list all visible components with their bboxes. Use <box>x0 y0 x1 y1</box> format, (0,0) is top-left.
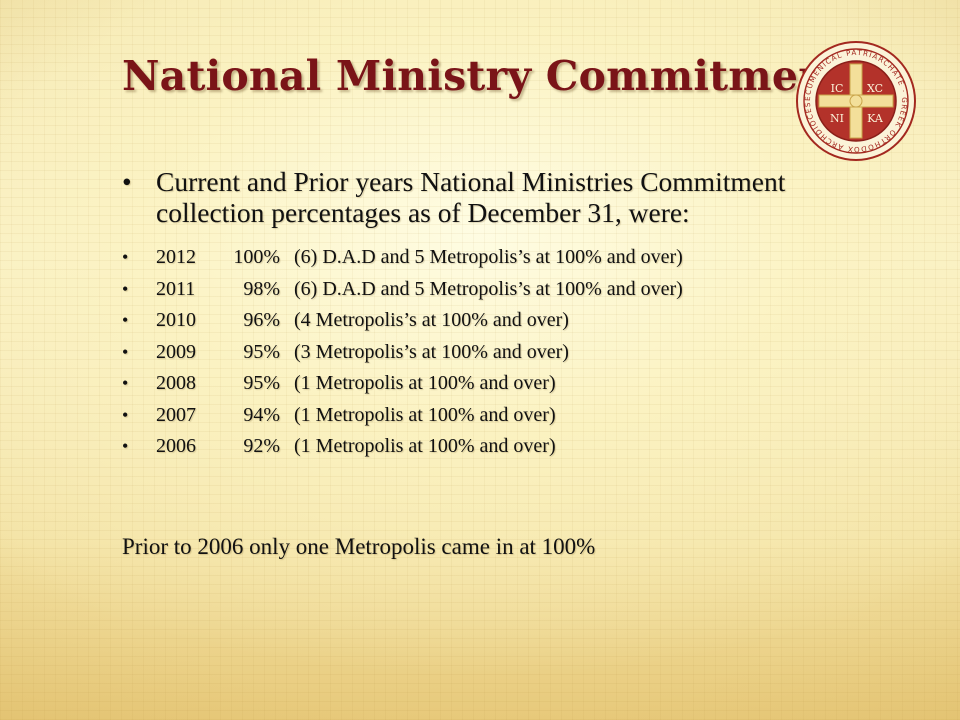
item-year: 2007 <box>156 403 196 426</box>
year-percentage-list: • 2012 100% (6) D.A.D and 5 Metropolis’s at… <box>122 242 882 463</box>
slide-body: • Current and Prior years National Minis… <box>122 166 882 463</box>
item-year: 2012 <box>156 246 196 269</box>
item-note: (3 Metropolis’s at 100% and over) <box>294 340 569 363</box>
bullet-icon: • <box>122 166 132 197</box>
item-year: 2006 <box>156 435 196 458</box>
item-note: (1 Metropolis at 100% and over) <box>294 372 556 395</box>
bullet-icon: • <box>122 373 129 394</box>
item-percent: 96% <box>243 309 280 332</box>
seal-xc: XC <box>867 82 883 95</box>
bullet-icon: • <box>122 310 129 331</box>
archdiocese-seal-logo: ECUMENICAL PATRIARCHATE · GREEK ORTHODOX… <box>795 40 916 161</box>
bullet-icon: • <box>122 278 129 299</box>
seal-ni: NI <box>830 112 844 125</box>
item-note: (6) D.A.D and 5 Metropolis’s at 100% and… <box>294 277 683 300</box>
item-percent: 95% <box>243 372 280 395</box>
item-year: 2011 <box>156 277 196 300</box>
footer-note: Prior to 2006 only one Metropolis came i… <box>122 534 596 559</box>
item-note: (1 Metropolis at 100% and over) <box>294 435 556 458</box>
item-percent: 94% <box>243 403 280 426</box>
list-item: • 2006 92% (1 Metropolis at 100% and over) <box>122 431 882 463</box>
item-percent: 100% <box>233 246 280 269</box>
lead-bullet-text: Current and Prior years National Ministr… <box>156 166 786 228</box>
seal-ka: KA <box>867 112 884 125</box>
item-note: (4 Metropolis’s at 100% and over) <box>294 309 569 332</box>
bullet-icon: • <box>122 404 129 425</box>
list-item: • 2009 95% (3 Metropolis’s at 100% and over… <box>122 337 882 369</box>
item-percent: 98% <box>243 277 280 300</box>
item-year: 2008 <box>156 372 196 395</box>
item-percent: 92% <box>243 435 280 458</box>
item-note: (6) D.A.D and 5 Metropolis’s at 100% and… <box>294 246 683 269</box>
item-note: (1 Metropolis at 100% and over) <box>294 403 556 426</box>
item-year: 2010 <box>156 309 196 332</box>
item-percent: 95% <box>243 340 280 363</box>
list-item: • 2012 100% (6) D.A.D and 5 Metropolis’s at… <box>122 242 882 274</box>
lead-bullet: • Current and Prior years National Minis… <box>122 166 882 228</box>
item-year: 2009 <box>156 340 196 363</box>
seal-ic: IC <box>831 82 844 95</box>
bullet-icon: • <box>122 247 129 268</box>
list-item: • 2007 94% (1 Metropolis at 100% and over) <box>122 400 882 432</box>
list-item: • 2011 98% (6) D.A.D and 5 Metropolis’s at … <box>122 274 882 306</box>
slide-title: National Ministry Commitment <box>122 52 848 100</box>
list-item: • 2008 95% (1 Metropolis at 100% and over) <box>122 368 882 400</box>
list-item: • 2010 96% (4 Metropolis’s at 100% and over… <box>122 305 882 337</box>
bullet-icon: • <box>122 436 129 457</box>
bullet-icon: • <box>122 341 129 362</box>
